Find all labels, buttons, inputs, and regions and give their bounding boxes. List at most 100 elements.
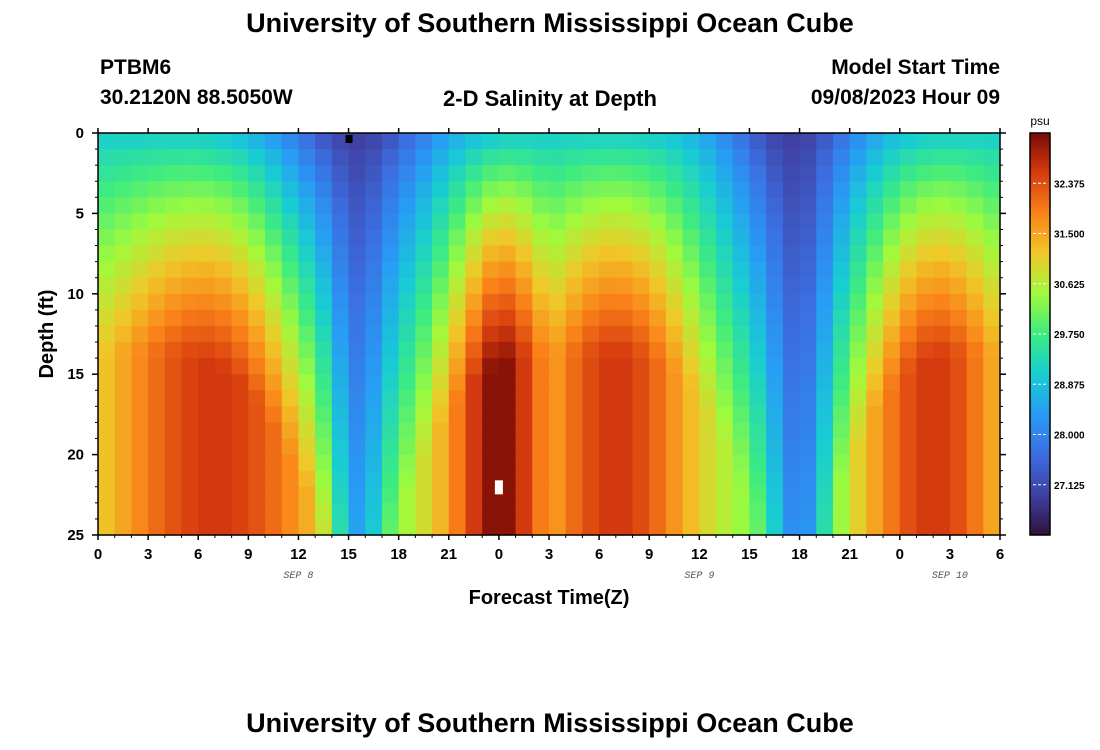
heatmap-cell [565, 374, 583, 391]
heatmap-cell [265, 181, 283, 198]
heatmap-cell [498, 390, 517, 407]
heatmap-cell [498, 165, 517, 182]
heatmap-cell [148, 133, 166, 150]
heatmap-cell [816, 293, 834, 311]
heatmap-cell [231, 149, 249, 166]
heatmap-cell [832, 390, 851, 407]
heatmap-cell [348, 245, 366, 263]
heatmap-cell [465, 518, 483, 536]
heatmap-cell [699, 518, 717, 536]
heatmap-cell [131, 486, 149, 504]
heatmap-cell [866, 229, 884, 247]
heatmap-cell [716, 502, 734, 520]
heatmap-cell [532, 133, 550, 150]
heatmap-cell [164, 438, 183, 456]
heatmap-cell [415, 342, 433, 359]
heatmap-cell [315, 374, 333, 391]
heatmap-cell [716, 422, 734, 440]
heatmap-cell [98, 325, 116, 343]
heatmap-cell [916, 406, 934, 424]
heatmap-cell [699, 454, 717, 472]
heatmap-cell [632, 502, 650, 520]
heatmap-cell [599, 325, 617, 343]
heatmap-cell [716, 470, 734, 488]
heatmap-cell [164, 293, 183, 311]
heatmap-cell [498, 438, 517, 456]
heatmap-cell [933, 325, 951, 343]
heatmap-cell [114, 229, 132, 247]
heatmap-cell [365, 486, 383, 504]
heatmap-cell [749, 213, 767, 231]
heatmap-cell [682, 277, 700, 295]
heatmap-cell [665, 293, 684, 311]
heatmap-cell [331, 342, 350, 359]
heatmap-cell [398, 390, 416, 407]
heatmap-cell [849, 181, 867, 198]
heatmap-cell [164, 390, 183, 407]
heatmap-cell [298, 309, 316, 327]
heatmap-cell [716, 133, 734, 150]
heatmap-cell [248, 470, 266, 488]
heatmap-cell [281, 406, 300, 424]
heatmap-cell [465, 197, 483, 214]
heatmap-cell [599, 518, 617, 536]
heatmap-cell [98, 438, 116, 456]
heatmap-cell [98, 293, 116, 311]
heatmap-cell [866, 261, 884, 279]
heatmap-cell [849, 213, 867, 231]
heatmap-cell [448, 293, 467, 311]
heatmap-cell [164, 309, 183, 327]
heatmap-cell [281, 454, 300, 472]
heatmap-cell [866, 197, 884, 214]
heatmap-cell [281, 133, 300, 150]
heatmap-cell [582, 261, 600, 279]
heatmap-cell [599, 293, 617, 311]
heatmap-cell [849, 454, 867, 472]
heatmap-cell [281, 422, 300, 440]
heatmap-cell [365, 422, 383, 440]
heatmap-cell [131, 261, 149, 279]
heatmap-cell [632, 309, 650, 327]
heatmap-cell [983, 374, 1001, 391]
heatmap-cell [148, 438, 166, 456]
heatmap-cell [448, 342, 467, 359]
heatmap-cell [883, 181, 901, 198]
heatmap-cell [448, 261, 467, 279]
heatmap-cell [966, 165, 984, 182]
heatmap-cell [315, 165, 333, 182]
heatmap-cell [582, 197, 600, 214]
heatmap-cell [415, 422, 433, 440]
colorbar-tick-label: 32.375 [1054, 179, 1085, 190]
heatmap-cell [632, 342, 650, 359]
heatmap-cell [549, 470, 567, 488]
heatmap-cell [415, 277, 433, 295]
heatmap-cell [214, 422, 233, 440]
heatmap-cell [231, 438, 249, 456]
heatmap-cell [949, 438, 968, 456]
heatmap-cell [214, 181, 233, 198]
heatmap-cell [933, 261, 951, 279]
heatmap-cell [782, 325, 801, 343]
heatmap-cell [515, 245, 533, 263]
heatmap-cell [832, 309, 851, 327]
heatmap-cell [164, 261, 183, 279]
x-tick-label: 3 [946, 546, 954, 563]
heatmap-cell [582, 502, 600, 520]
heatmap-cell [883, 502, 901, 520]
heatmap-cell [532, 358, 550, 375]
heatmap-cell [365, 213, 383, 231]
heatmap-cell [549, 277, 567, 295]
marker-white [494, 480, 503, 495]
heatmap-cell [448, 245, 467, 263]
heatmap-cell [849, 229, 867, 247]
heatmap-cell [933, 470, 951, 488]
heatmap-cell [632, 325, 650, 343]
heatmap-cell [716, 325, 734, 343]
heatmap-cell [432, 438, 450, 456]
heatmap-cell [482, 245, 500, 263]
heatmap-cell [532, 309, 550, 327]
heatmap-cell [899, 486, 918, 504]
heatmap-cell [532, 454, 550, 472]
heatmap-cell [899, 213, 918, 231]
heatmap-cell [799, 390, 817, 407]
